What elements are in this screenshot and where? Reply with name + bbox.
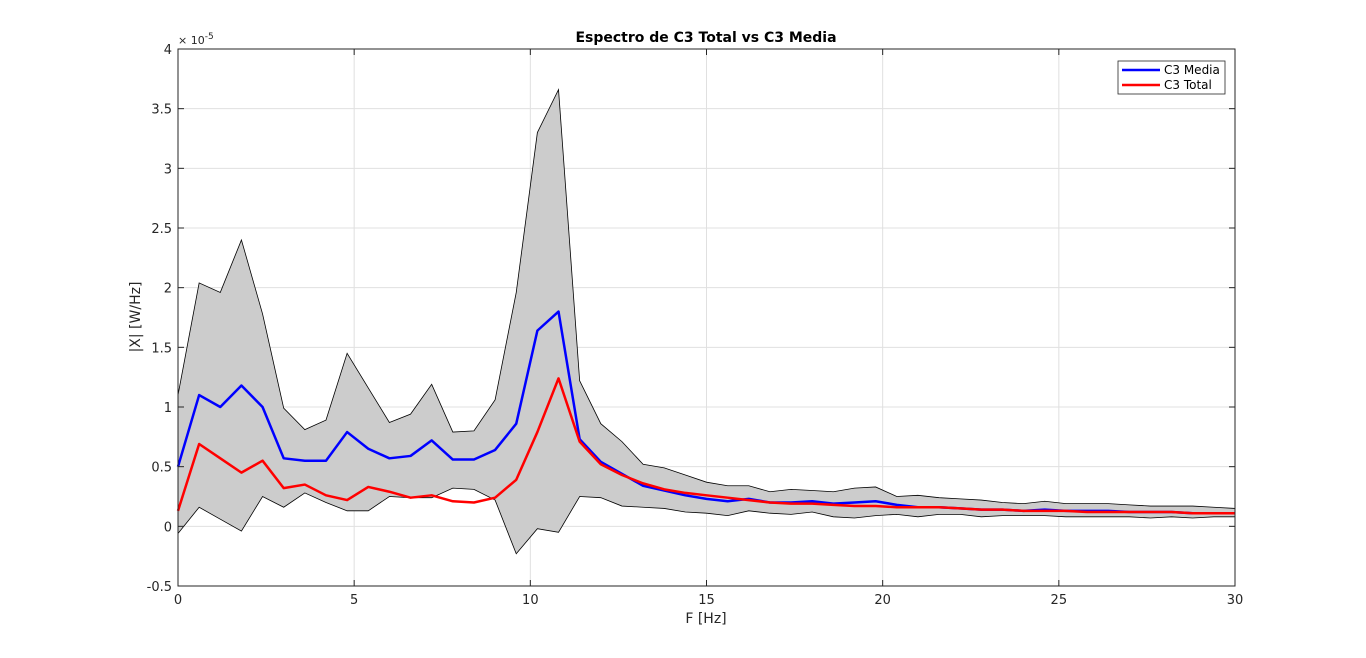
y-tick-label: 1 <box>164 401 172 416</box>
series-line-c3-total <box>176 377 1235 515</box>
legend: C3 Media C3 Total <box>1117 60 1226 95</box>
y-tick-label: 1.5 <box>151 341 172 356</box>
y-tick-label: 3.5 <box>151 103 172 118</box>
x-tick-labels: 0 5 10 15 20 25 30 <box>174 593 1243 608</box>
x-tick-label: 5 <box>350 593 358 608</box>
legend-label-c3-media: C3 Media <box>1164 63 1220 77</box>
y-tick-label: 0.5 <box>151 461 172 476</box>
y-tick-label: 2.5 <box>151 222 172 237</box>
x-axis-label: F [Hz] <box>685 611 726 627</box>
y-tick-label: 0 <box>164 520 172 535</box>
axis-ticks <box>177 48 1236 587</box>
x-tick-label: 30 <box>1227 593 1244 608</box>
legend-box <box>1117 60 1226 95</box>
y-tick-label: -0.5 <box>147 580 172 595</box>
series-lines <box>176 310 1235 515</box>
y-tick-label: 3 <box>164 162 172 177</box>
chart-title: Espectro de C3 Total vs C3 Media <box>575 30 836 46</box>
y-axis-label: |X| [W/Hz] <box>128 282 144 353</box>
y-tick-label: 2 <box>164 282 172 297</box>
x-tick-label: 15 <box>698 593 715 608</box>
y-tick-label: 4 <box>164 43 172 58</box>
y-tick-labels: -0.5 0 0.5 1 1.5 2 2.5 3 3.5 4 <box>147 43 172 595</box>
y-exponent: × 10-5 <box>178 32 214 47</box>
x-tick-label: 25 <box>1051 593 1068 608</box>
x-tick-label: 20 <box>874 593 891 608</box>
x-tick-label: 10 <box>522 593 539 608</box>
legend-label-c3-total: C3 Total <box>1164 78 1212 92</box>
x-tick-label: 0 <box>174 593 182 608</box>
